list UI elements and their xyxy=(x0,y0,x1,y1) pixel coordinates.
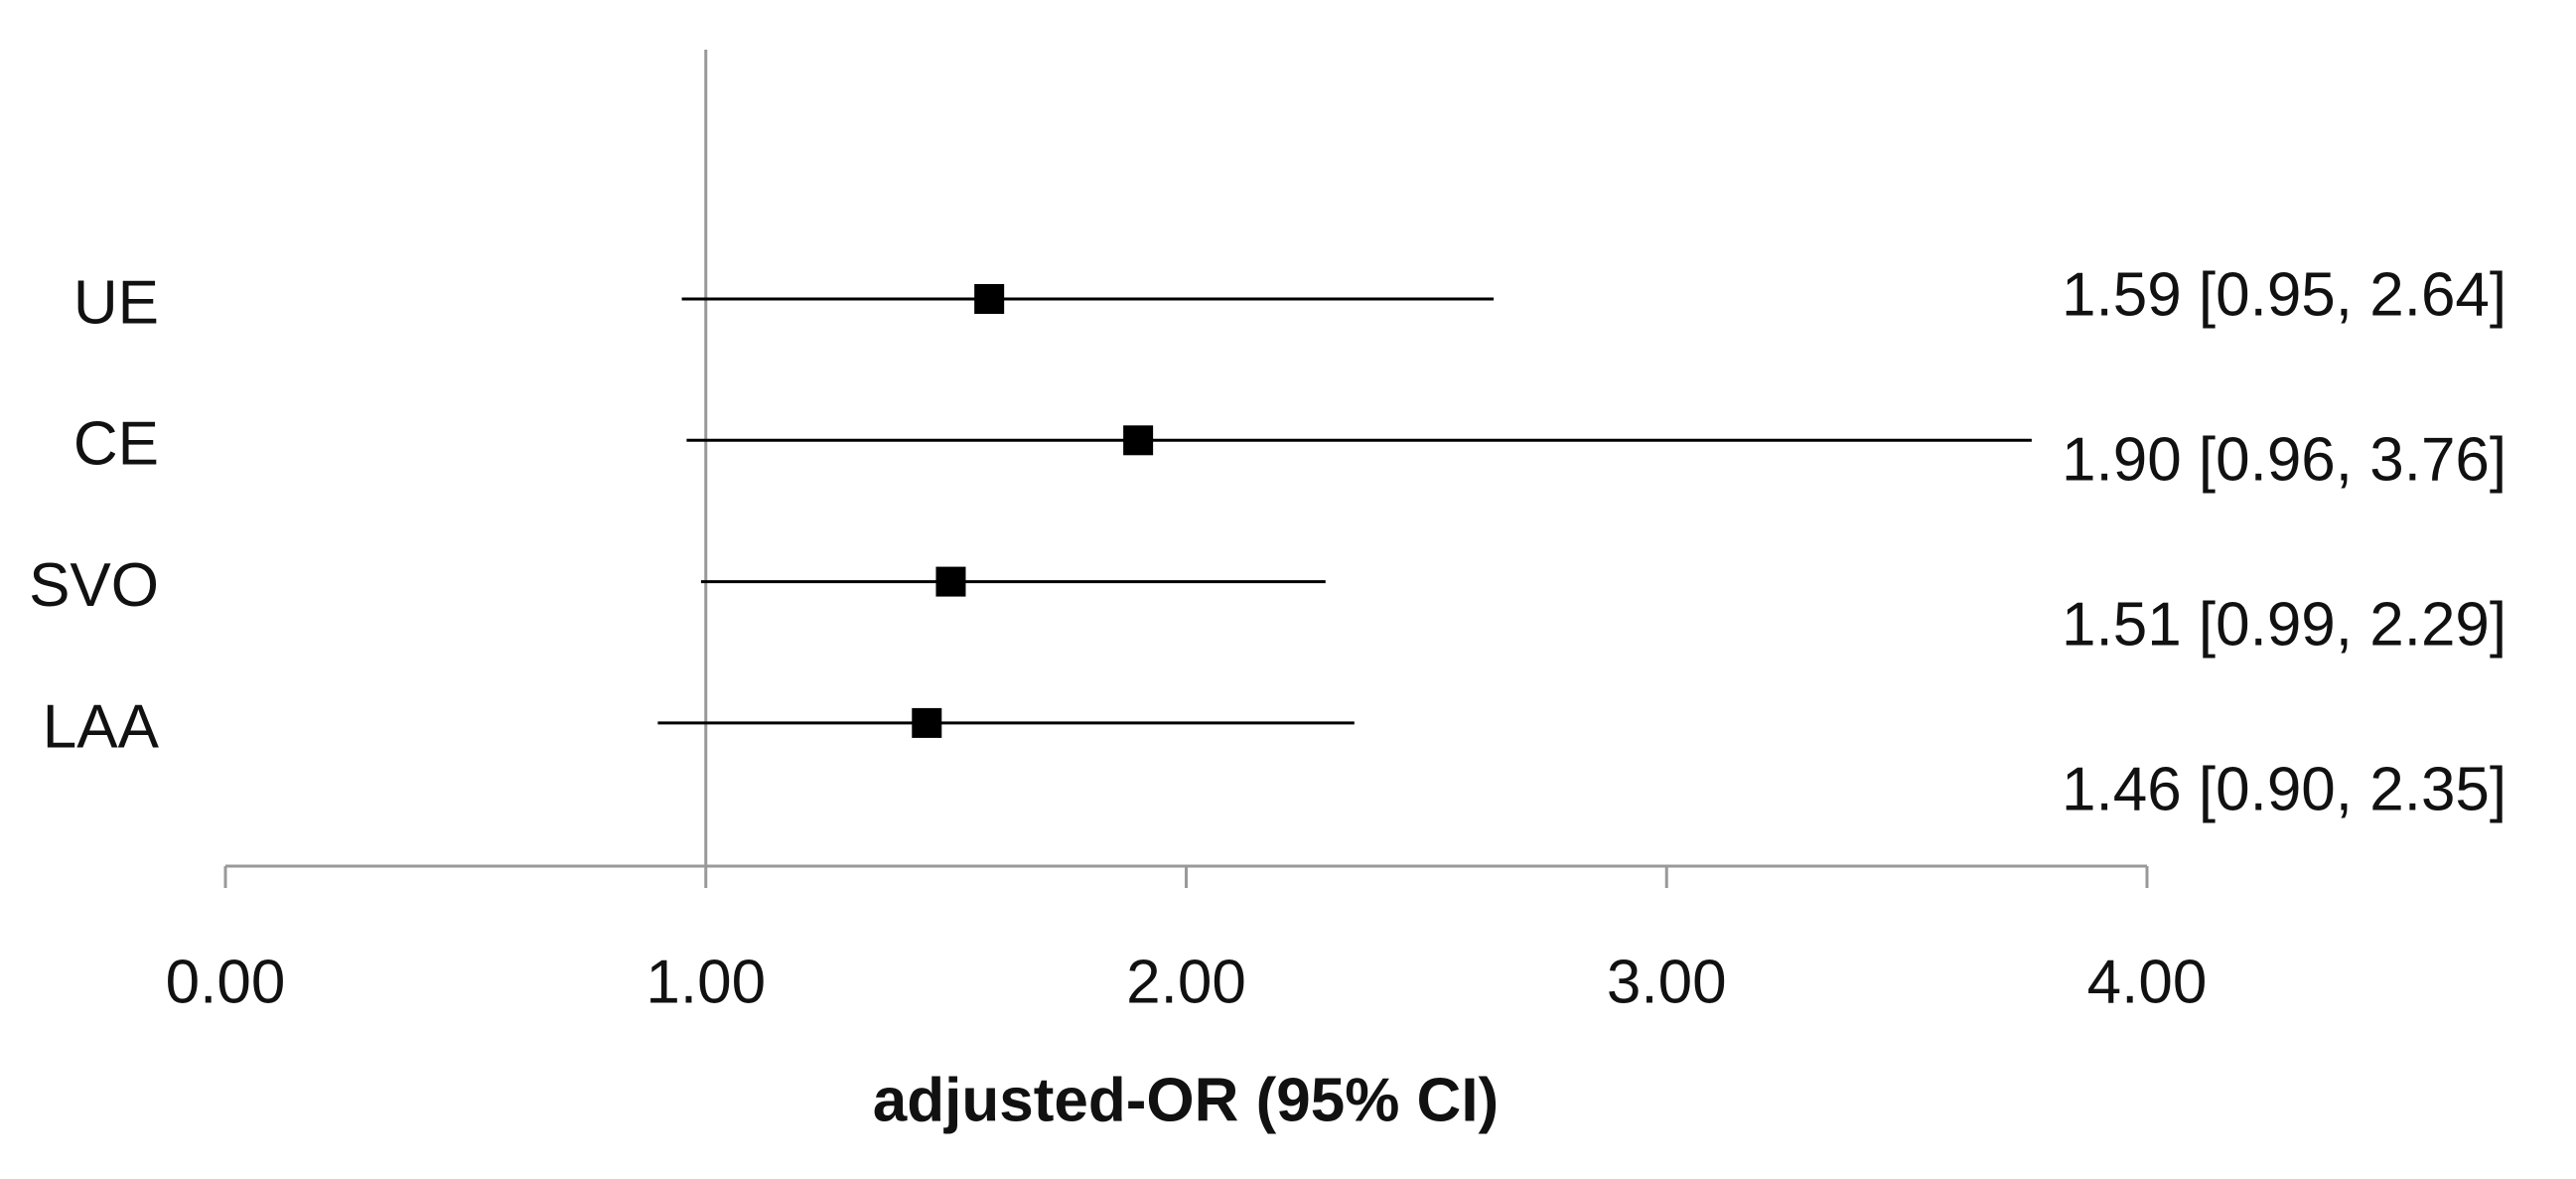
value-label: 1.51 [0.99, 2.29] xyxy=(2062,590,2506,659)
x-axis-label: adjusted-OR (95% CI) xyxy=(873,1066,1499,1134)
x-tick-label: 0.00 xyxy=(166,948,286,1016)
category-label: UE xyxy=(73,268,159,337)
category-label: CE xyxy=(73,410,159,479)
x-tick-label: 1.00 xyxy=(645,948,766,1016)
point-estimate xyxy=(1123,425,1154,456)
point-estimate xyxy=(912,707,942,738)
value-label: 1.90 [0.96, 3.76] xyxy=(2062,425,2506,494)
value-label: 1.46 [0.90, 2.35] xyxy=(2062,755,2506,823)
point-estimate xyxy=(935,566,966,597)
value-label: 1.59 [0.95, 2.64] xyxy=(2062,260,2506,329)
category-label: LAA xyxy=(43,692,160,761)
category-label: SVO xyxy=(29,551,159,620)
x-tick-label: 2.00 xyxy=(1126,948,1246,1016)
x-tick-label: 3.00 xyxy=(1607,948,1727,1016)
point-estimate xyxy=(974,284,1005,314)
x-tick-label: 4.00 xyxy=(2087,948,2208,1016)
